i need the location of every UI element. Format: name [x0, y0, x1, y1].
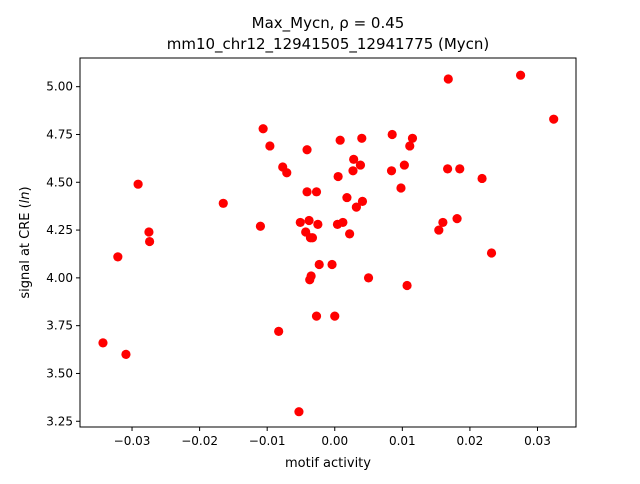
- data-point: [486, 248, 497, 258]
- data-point: [311, 187, 322, 197]
- data-point: [113, 252, 123, 262]
- data-point: [302, 187, 312, 197]
- y-axis-label-prefix: signal at CRE (: [18, 203, 33, 298]
- plot-frame: [79, 57, 577, 428]
- data-point: [357, 133, 367, 143]
- x-tick-label: −0.01: [249, 434, 286, 448]
- y-axis-label-suffix: ): [18, 186, 33, 191]
- data-point: [399, 160, 409, 170]
- data-point: [452, 214, 462, 224]
- data-point: [265, 141, 275, 151]
- data-point: [307, 233, 318, 243]
- data-point: [302, 145, 312, 155]
- data-point: [348, 166, 358, 176]
- x-tick-label: 0.02: [457, 434, 484, 448]
- data-point: [434, 225, 444, 235]
- y-axis-label-italic: ln: [18, 191, 33, 203]
- data-point: [443, 164, 453, 174]
- data-point: [351, 202, 361, 212]
- data-point: [333, 171, 343, 182]
- chart-title-line1: Max_Mycn, ρ = 0.45: [252, 14, 405, 33]
- data-point: [386, 166, 397, 176]
- data-point: [338, 217, 348, 228]
- y-tick-label: 3.75: [46, 319, 73, 333]
- data-point: [549, 114, 559, 124]
- y-axis-label: signal at CRE (ln): [18, 186, 33, 298]
- data-point: [306, 271, 316, 281]
- data-point: [313, 219, 323, 229]
- data-point: [144, 227, 154, 237]
- data-point: [145, 236, 155, 247]
- y-tick-label: 4.75: [46, 127, 73, 141]
- data-point: [402, 280, 412, 291]
- data-point: [311, 311, 322, 321]
- data-point: [314, 259, 324, 270]
- x-axis-ticks: −0.03 −0.02 −0.01 0.00 0.01 0.02 0.03: [114, 427, 551, 448]
- y-tick-label: 3.50: [46, 366, 73, 380]
- data-point: [274, 326, 284, 336]
- y-axis-ticks: 3.25 3.50 3.75 4.00 4.25 4.50 4.75 5.00: [46, 80, 80, 428]
- data-point: [121, 349, 131, 359]
- x-axis-label: motif activity: [285, 456, 371, 471]
- data-point: [304, 215, 314, 226]
- data-point: [477, 173, 487, 184]
- chart-title-line2: mm10_chr12_12941505_12941775 (Mycn): [167, 35, 490, 54]
- data-point: [327, 259, 337, 270]
- data-point: [438, 217, 448, 228]
- x-tick-label: 0.01: [389, 434, 416, 448]
- data-point: [342, 192, 352, 203]
- data-point: [294, 407, 304, 417]
- data-point: [98, 338, 108, 348]
- y-tick-label: 5.00: [46, 80, 73, 94]
- data-point: [295, 217, 305, 228]
- y-tick-label: 4.00: [46, 271, 73, 285]
- data-point: [345, 229, 355, 239]
- data-point: [330, 311, 340, 321]
- data-point: [443, 74, 453, 84]
- data-point: [357, 196, 368, 206]
- data-point: [455, 164, 465, 174]
- x-tick-label: 0.00: [321, 434, 348, 448]
- x-tick-label: −0.02: [181, 434, 218, 448]
- y-tick-label: 4.50: [46, 175, 73, 189]
- data-point: [349, 154, 359, 164]
- data-point: [255, 221, 266, 231]
- data-point: [405, 141, 415, 151]
- data-point: [282, 168, 292, 178]
- points-layer: [98, 70, 559, 417]
- data-point: [363, 273, 374, 283]
- data-point: [387, 129, 397, 140]
- y-tick-label: 4.25: [46, 223, 73, 237]
- data-point: [396, 183, 406, 193]
- x-tick-label: 0.03: [524, 434, 551, 448]
- x-tick-label: −0.03: [114, 434, 151, 448]
- data-point: [335, 135, 345, 145]
- y-tick-label: 3.25: [46, 414, 73, 428]
- data-point: [133, 179, 143, 189]
- data-point: [407, 133, 418, 143]
- data-point: [515, 70, 526, 80]
- data-point: [258, 124, 268, 134]
- data-point: [218, 198, 228, 208]
- data-point: [355, 160, 366, 170]
